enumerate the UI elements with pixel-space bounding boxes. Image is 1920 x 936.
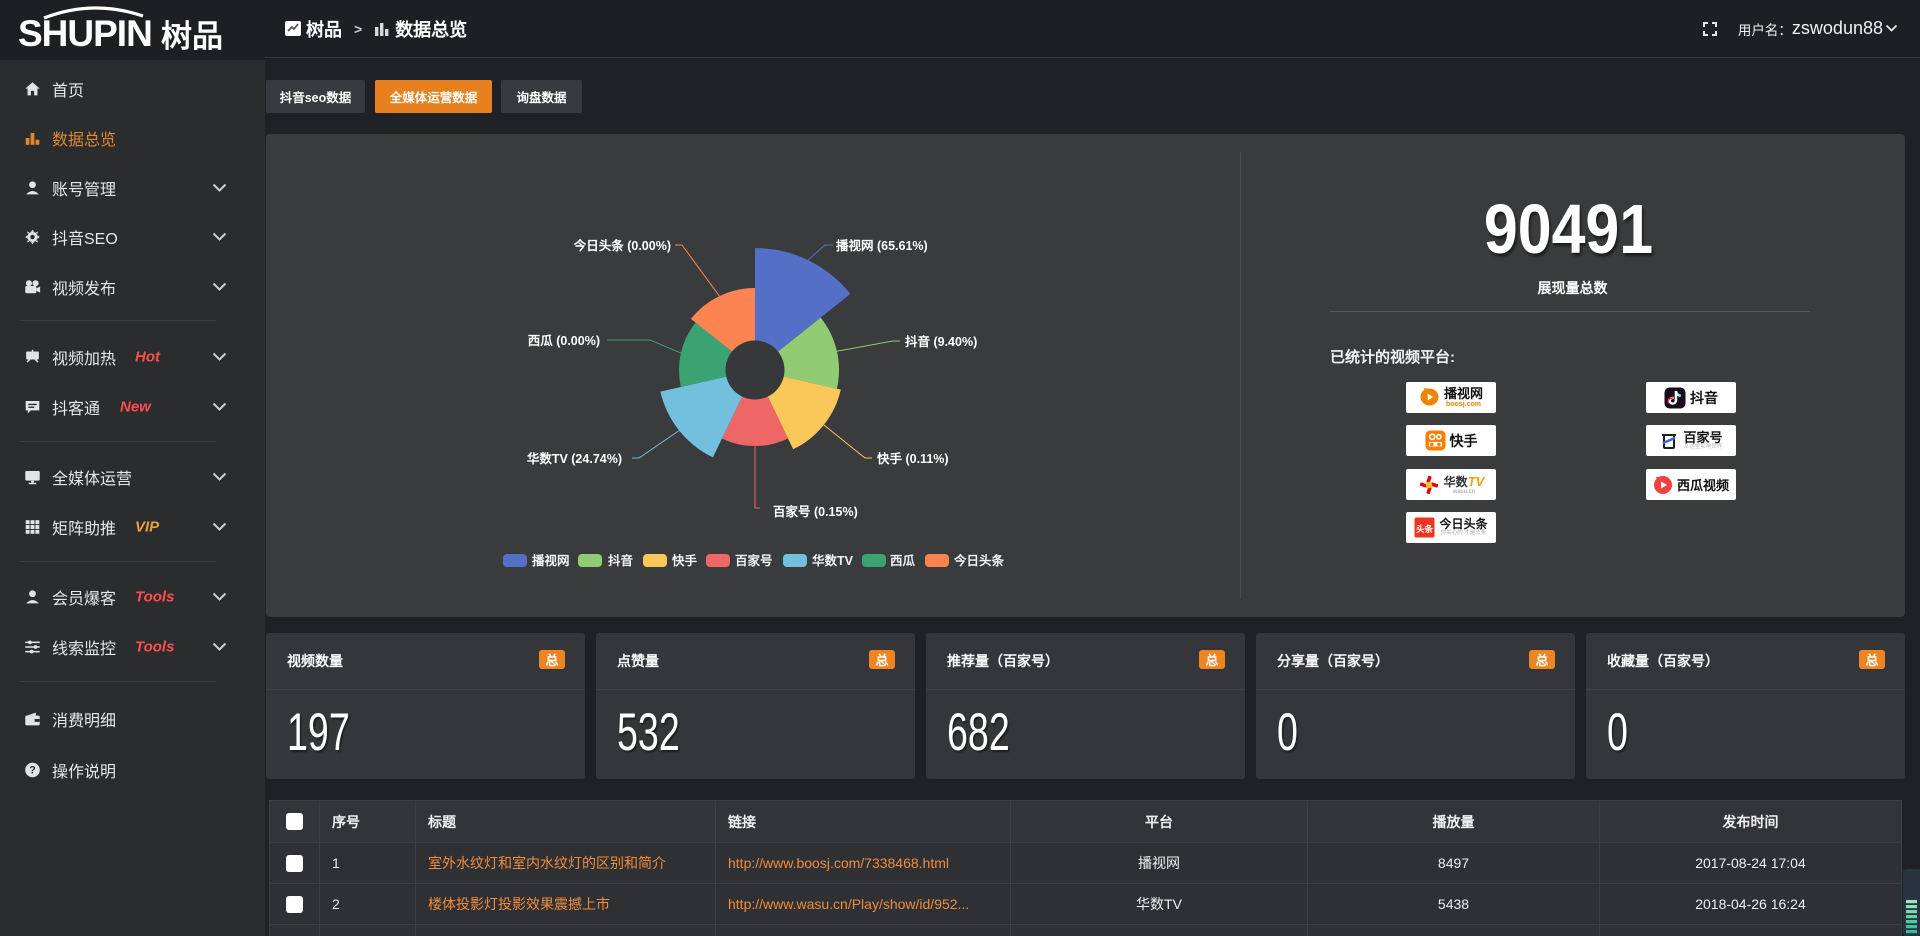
svg-text:树品: 树品 [161,19,223,54]
svg-text:今日头条 (0.00%): 今日头条 (0.00%) [573,238,671,253]
svg-text:SHUPIN: SHUPIN [18,13,152,54]
svg-text:百家号: 百家号 [735,553,773,568]
svg-text:播视网: 播视网 [532,553,570,568]
svg-text:头条: 头条 [1416,524,1434,534]
svg-text:抖音 (9.40%): 抖音 (9.40%) [905,334,977,349]
svg-text:今日头条: 今日头条 [953,553,1005,568]
svg-text:华数TV (24.74%): 华数TV (24.74%) [527,451,622,466]
svg-text:快手: 快手 [672,553,698,568]
svg-text:华数TV: 华数TV [812,553,854,568]
svg-text:播视网 (65.61%): 播视网 (65.61%) [836,238,928,253]
svg-text:快手 (0.11%): 快手 (0.11%) [877,451,949,466]
svg-text:西瓜: 西瓜 [890,554,916,568]
svg-text:抖音: 抖音 [608,553,634,568]
svg-text:百家号 (0.15%): 百家号 (0.15%) [773,504,858,519]
svg-text:西瓜 (0.00%): 西瓜 (0.00%) [528,334,600,348]
svg-text:?: ? [29,765,35,777]
